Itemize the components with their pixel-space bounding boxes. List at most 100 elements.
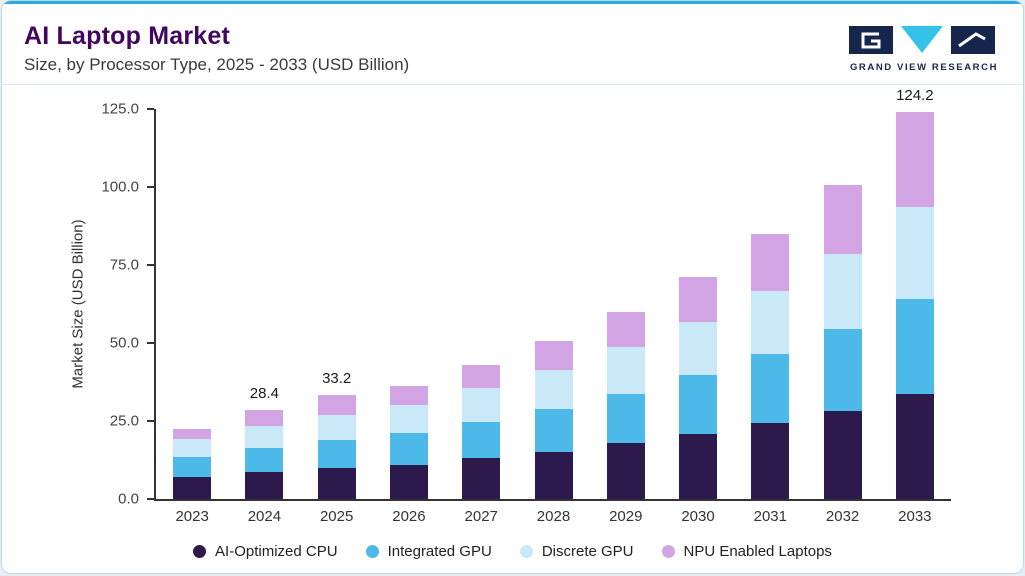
gvr-logo-text: GRAND VIEW RESEARCH <box>849 62 999 73</box>
bar-2029-segment-integrated-gpu <box>606 393 645 444</box>
chart-subtitle: Size, by Processor Type, 2025 - 2033 (US… <box>24 55 410 74</box>
x-tick-label-2030: 2030 <box>681 508 715 525</box>
bar-2030 <box>679 276 718 499</box>
y-tick-mark <box>147 264 154 266</box>
bar-2029-segment-discrete-gpu <box>606 347 645 394</box>
bar-2026 <box>389 386 428 499</box>
chart-area: Market Size (USD Billion) 0.0 25.0 50.0 75.… <box>2 85 1023 573</box>
legend-item-discrete-gpu: Discrete GPU <box>519 543 634 560</box>
bar-2024-segment-discrete-gpu <box>245 426 284 449</box>
bar-2033 <box>895 111 934 500</box>
y-tick-label: 75.0 <box>109 256 139 274</box>
legend-dot-ai-optimized-cpu <box>193 545 207 558</box>
chart-title: AI Laptop Market <box>24 22 230 50</box>
bar-2033-segment-ai-optimized-cpu <box>895 394 934 499</box>
bar-2026-segment-npu-enabled-laptops <box>389 386 428 406</box>
bar-2032 <box>823 185 862 499</box>
chart-legend: AI-Optimized CPU Integrated GPU Discrete G… <box>2 543 1023 560</box>
x-tick-label-2031: 2031 <box>753 508 787 525</box>
bar-2025 <box>317 395 356 499</box>
bar-total-label-2033: 124.2 <box>896 86 934 104</box>
bar-2023-segment-discrete-gpu <box>173 438 212 457</box>
legend-dot-discrete-gpu <box>519 545 533 558</box>
plot-area: 2023 28.4 2024 33.2 2025 2026 2027 2028 2029 2030… <box>154 87 951 525</box>
bar-2028 <box>534 340 573 499</box>
bar-2029-segment-ai-optimized-cpu <box>606 443 645 499</box>
legend-item-npu-enabled-laptops: NPU Enabled Laptops <box>661 543 832 560</box>
bar-2024-segment-integrated-gpu <box>245 448 284 473</box>
bar-2026-segment-discrete-gpu <box>389 405 428 434</box>
bar-2032-segment-integrated-gpu <box>823 329 862 411</box>
bar-2032-segment-npu-enabled-laptops <box>823 185 862 254</box>
bar-2024 <box>245 410 284 499</box>
y-tick-label: 50.0 <box>109 334 139 352</box>
bar-2027-segment-ai-optimized-cpu <box>462 458 501 499</box>
bar-2031 <box>751 234 790 499</box>
bar-2030-segment-npu-enabled-laptops <box>679 276 718 323</box>
y-tick-mark <box>147 498 154 500</box>
bar-2032-segment-discrete-gpu <box>823 253 862 330</box>
bar-total-label-2025: 33.2 <box>322 370 352 388</box>
bar-total-label-2024: 28.4 <box>249 385 279 403</box>
bar-2024-segment-npu-enabled-laptops <box>245 410 284 427</box>
gvr-logo: GRAND VIEW RESEARCH <box>849 26 999 73</box>
bar-2026-segment-ai-optimized-cpu <box>389 464 428 499</box>
bar-2029-segment-npu-enabled-laptops <box>606 311 645 348</box>
bar-2025-segment-ai-optimized-cpu <box>317 468 356 499</box>
y-tick-label: 100.0 <box>101 178 139 196</box>
bar-2030-segment-discrete-gpu <box>679 322 718 376</box>
x-tick-label-2032: 2032 <box>825 508 860 525</box>
bar-2031-segment-npu-enabled-laptops <box>751 234 790 291</box>
x-tick-label-2026: 2026 <box>392 508 426 525</box>
bar-2023-segment-integrated-gpu <box>173 456 212 478</box>
y-tick-label: 125.0 <box>101 100 139 118</box>
legend-dot-integrated-gpu <box>365 545 379 558</box>
y-axis-ticks: 0.0 25.0 50.0 75.0 100.0 125.0 <box>2 101 154 508</box>
bar-2023 <box>173 429 212 499</box>
x-tick-label-2027: 2027 <box>464 508 498 525</box>
bar-2025-segment-discrete-gpu <box>317 414 356 441</box>
bar-2025-segment-npu-enabled-laptops <box>317 395 356 415</box>
bar-2027-segment-discrete-gpu <box>462 388 501 422</box>
x-tick-label-2025: 2025 <box>319 508 354 525</box>
bar-2029 <box>606 311 645 500</box>
legend-item-ai-optimized-cpu: AI-Optimized CPU <box>193 543 338 560</box>
x-tick-label-2029: 2029 <box>609 508 643 525</box>
bar-2028-segment-npu-enabled-laptops <box>534 340 573 371</box>
legend-label: Discrete GPU <box>541 543 634 560</box>
bar-2027 <box>462 364 501 499</box>
y-tick-label: 25.0 <box>109 412 139 430</box>
bar-2023-segment-npu-enabled-laptops <box>173 429 212 439</box>
y-tick-mark <box>147 342 154 344</box>
bar-2030-segment-ai-optimized-cpu <box>679 434 718 499</box>
legend-label: NPU Enabled Laptops <box>683 543 832 560</box>
bar-2030-segment-integrated-gpu <box>679 375 718 435</box>
bar-2024-segment-ai-optimized-cpu <box>245 472 284 499</box>
x-tick-label-2033: 2033 <box>898 508 932 525</box>
x-tick-label-2023: 2023 <box>175 508 209 525</box>
chart-header: AI Laptop Market Size, by Processor Type… <box>2 4 1023 85</box>
bar-2027-segment-integrated-gpu <box>462 421 501 459</box>
bar-2032-segment-ai-optimized-cpu <box>823 411 862 499</box>
x-tick-label-2024: 2024 <box>247 508 282 525</box>
bar-2031-segment-discrete-gpu <box>751 290 790 355</box>
bar-2025-segment-integrated-gpu <box>317 440 356 469</box>
bar-2023-segment-ai-optimized-cpu <box>173 477 212 499</box>
bar-2033-segment-npu-enabled-laptops <box>895 111 934 208</box>
legend-dot-npu-enabled-laptops <box>661 545 675 558</box>
gvr-logo-mark <box>849 26 995 54</box>
y-tick-mark <box>147 108 154 110</box>
bar-2028-segment-integrated-gpu <box>534 409 573 453</box>
bar-2033-segment-discrete-gpu <box>895 207 934 300</box>
bar-2026-segment-integrated-gpu <box>389 433 428 465</box>
top-accent-bar <box>2 1 1023 4</box>
bar-2027-segment-npu-enabled-laptops <box>462 364 501 389</box>
bar-2031-segment-integrated-gpu <box>751 354 790 424</box>
bar-2031-segment-ai-optimized-cpu <box>751 423 790 499</box>
legend-label: Integrated GPU <box>387 543 492 560</box>
legend-label: AI-Optimized CPU <box>215 543 338 560</box>
bar-2028-segment-ai-optimized-cpu <box>534 452 573 499</box>
bar-2033-segment-integrated-gpu <box>895 299 934 395</box>
y-tick-label: 0.0 <box>118 490 139 508</box>
